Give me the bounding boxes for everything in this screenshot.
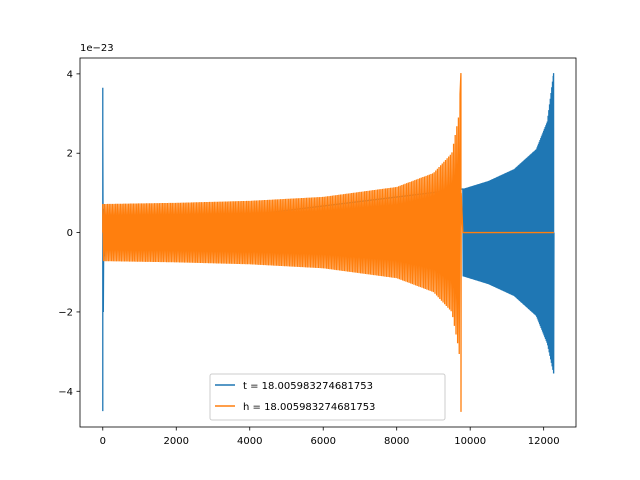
- x-axis: 0 2000 4000 6000 8000 10000 12000: [100, 427, 560, 447]
- y-tick-label: −4: [58, 387, 73, 398]
- axes-frame: [79, 57, 577, 428]
- series-h-line: [102, 73, 554, 412]
- x-tick-label: 4000: [237, 436, 262, 447]
- y-tick-label: 4: [67, 69, 73, 80]
- legend[interactable]: t = 18.005983274681753 h = 18.0059832746…: [209, 373, 446, 421]
- y-axis: −4 −2 0 2 4: [58, 69, 80, 398]
- x-tick-label: 2000: [164, 436, 189, 447]
- x-tick-label: 8000: [384, 436, 409, 447]
- y-tick-label: −2: [58, 307, 73, 318]
- x-tick-label: 12000: [528, 436, 560, 447]
- x-tick-label: 0: [100, 436, 106, 447]
- plot-area: [102, 73, 555, 412]
- y-tick-label: 2: [67, 149, 73, 160]
- y-offset-label: 1e−23: [80, 43, 114, 54]
- legend-label-h: h = 18.005983274681753: [243, 402, 375, 413]
- legend-box: [209, 373, 446, 421]
- x-tick-label: 10000: [454, 436, 486, 447]
- series-t-line: [102, 73, 555, 412]
- legend-label-t: t = 18.005983274681753: [243, 381, 373, 392]
- y-tick-label: 0: [67, 228, 73, 239]
- x-tick-label: 6000: [310, 436, 335, 447]
